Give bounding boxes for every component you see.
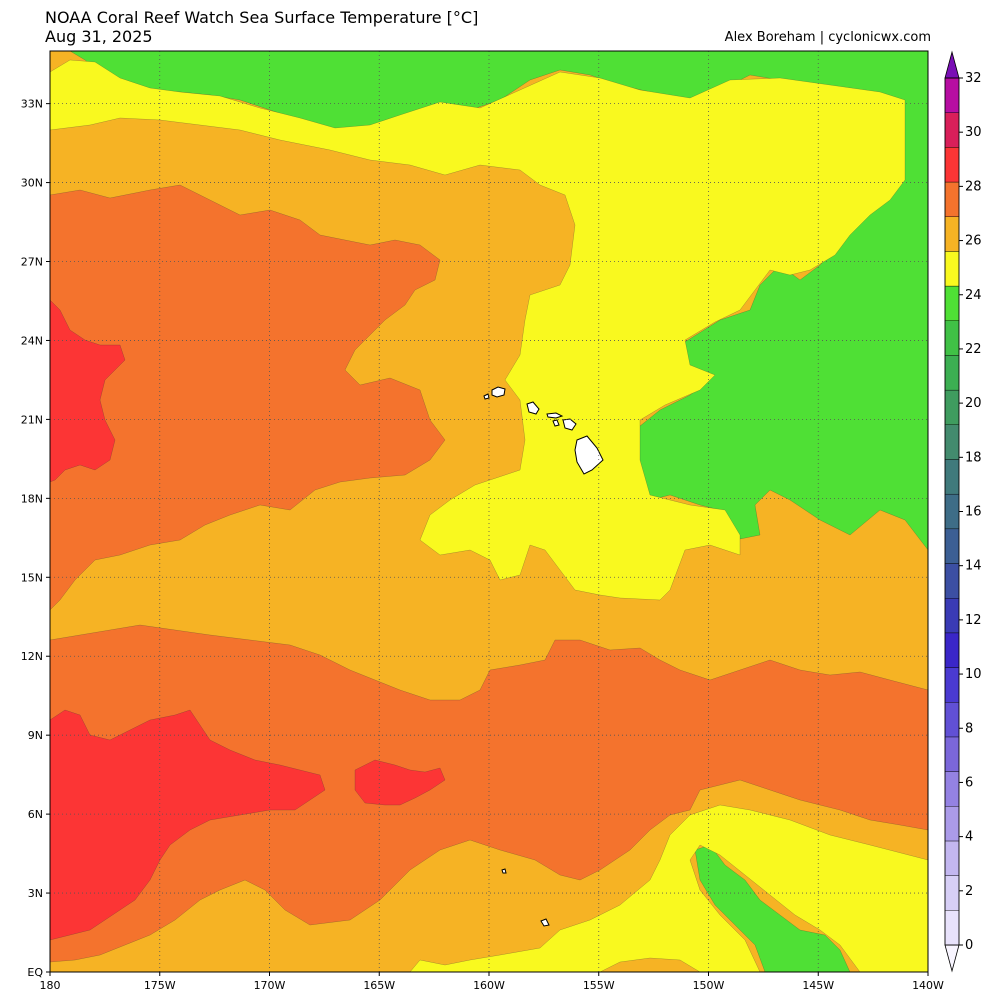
- colorbar-tick-label: 32: [965, 71, 982, 86]
- island-oahu: [526, 401, 540, 415]
- y-tick-label: 3N: [28, 887, 43, 900]
- colorbar-tick-label: 0: [965, 938, 973, 953]
- x-tick-label: 150W: [693, 979, 725, 992]
- colorbar-segment: [944, 771, 960, 807]
- map-title: NOAA Coral Reef Watch Sea Surface Temper…: [45, 8, 479, 27]
- colorbar-segment: [944, 910, 960, 946]
- colorbar-segment: [944, 424, 960, 460]
- colorbar-segment: [944, 389, 960, 425]
- sst-band-30-31-area: [50, 299, 126, 483]
- colorbar-tick-label: 22: [965, 342, 982, 357]
- y-tick-label: 21N: [21, 413, 43, 426]
- sst-band-30-31-area: [50, 709, 326, 941]
- colorbar-tick-label: 26: [965, 234, 982, 249]
- sst-band-28-30: [50, 184, 928, 963]
- hawaii-islands: [483, 386, 604, 927]
- island-kauai: [491, 386, 506, 398]
- credit-text: Alex Boreham | cyclonicwx.com: [724, 30, 931, 45]
- colorbar-segment: [944, 112, 960, 148]
- x-tick-label: 155W: [583, 979, 615, 992]
- y-tick-label: 18N: [21, 492, 43, 505]
- colorbar-tick-label: 4: [965, 830, 973, 845]
- colorbar-segment: [944, 216, 960, 252]
- x-tick-label: 160W: [473, 979, 505, 992]
- sst-band-26-27: [50, 59, 928, 972]
- sst-band-28-30-area: [50, 624, 928, 963]
- colorbar-min-arrow: [944, 944, 960, 973]
- longitude-axis: 180 175W 170W 165W 160W 155W 150W 145W 140W: [40, 972, 944, 992]
- colorbar-segment: [944, 632, 960, 668]
- map-date: Aug 31, 2025: [45, 27, 153, 46]
- colorbar-tick-label: 28: [965, 179, 982, 194]
- x-tick-label: 145W: [802, 979, 834, 992]
- colorbar-tick-label: 20: [965, 396, 982, 411]
- colorbar-tick-label: 6: [965, 775, 973, 790]
- sst-band-30-31-area: [354, 759, 446, 806]
- island-maui: [562, 418, 577, 431]
- sst-band-28-30-area: [50, 184, 446, 611]
- colorbar-segment: [944, 355, 960, 391]
- colorbar-segment: [944, 493, 960, 530]
- colorbar-segment: [944, 736, 960, 772]
- island-niihau: [483, 393, 490, 400]
- x-tick-label: 175W: [144, 979, 176, 992]
- atoll-2: [540, 918, 550, 927]
- y-tick-label: 6N: [28, 808, 43, 821]
- colorbar-segment: [944, 147, 960, 183]
- y-tick-label: 24N: [21, 334, 43, 347]
- x-tick-label: 140W: [912, 979, 944, 992]
- island-molokai: [546, 412, 564, 419]
- colorbar-tick-label: 14: [965, 559, 982, 574]
- colorbar-segment: [944, 459, 960, 495]
- sst-band-24-26-area: [694, 844, 851, 972]
- sst-band-26-27-area: [409, 804, 928, 972]
- colorbar-segment: [944, 528, 960, 564]
- colorbar-segment: [944, 598, 960, 634]
- colorbar-tick-label: 10: [965, 667, 982, 682]
- colorbar-tick-label: 8: [965, 721, 973, 736]
- x-tick-label: 170W: [254, 979, 286, 992]
- map-gridlines: [50, 51, 928, 972]
- y-tick-label: 12N: [21, 650, 43, 663]
- island-hawaii: [574, 435, 604, 475]
- colorbar-tick-label: 30: [965, 125, 982, 140]
- y-tick-label: 15N: [21, 571, 43, 584]
- x-tick-label: 180: [40, 979, 61, 992]
- sst-band-30-31: [50, 299, 446, 941]
- colorbar-segment: [944, 285, 960, 321]
- colorbar-tick-label: 12: [965, 613, 982, 628]
- colorbar-segment: [944, 251, 960, 287]
- y-tick-label: 9N: [28, 729, 43, 742]
- colorbar-tick-label: 24: [965, 288, 982, 303]
- x-tick-label: 165W: [363, 979, 395, 992]
- y-tick-label: EQ: [27, 966, 43, 979]
- colorbar-segment: [944, 181, 960, 217]
- colorbar-tick-label: 2: [965, 884, 973, 899]
- colorbar-segment: [944, 875, 960, 911]
- atoll-1: [501, 868, 507, 874]
- colorbar-segment: [944, 806, 960, 842]
- colorbar-segment: [944, 320, 960, 356]
- y-tick-label: 33N: [21, 98, 43, 111]
- colorbar-segment: [944, 77, 960, 113]
- colorbar-tick-label: 18: [965, 450, 982, 465]
- colorbar-segment: [944, 563, 960, 599]
- colorbar-segment: [944, 702, 960, 738]
- colorbar-segment: [944, 840, 960, 876]
- y-tick-label: 27N: [21, 256, 43, 269]
- y-tick-label: 30N: [21, 177, 43, 190]
- sst-band-26-27-area: [50, 59, 906, 601]
- colorbar-tick-label: 16: [965, 505, 982, 520]
- island-lanai: [552, 419, 560, 427]
- colorbar-max-arrow: [944, 50, 960, 79]
- latitude-axis: EQ 3N 6N 9N 12N 15N 18N 21N 24N 27N 30N 33N: [21, 98, 50, 979]
- colorbar-segment: [944, 667, 960, 703]
